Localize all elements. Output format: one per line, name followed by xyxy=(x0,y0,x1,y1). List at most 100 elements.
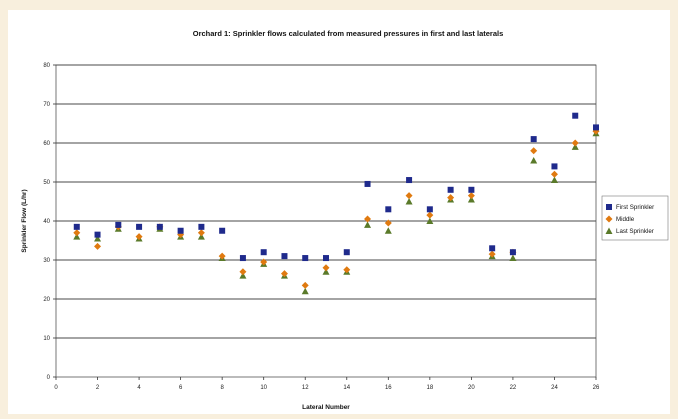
legend-label: First Sprinkler xyxy=(616,204,654,211)
y-axis-label: Sprinkler Flow (L/hr) xyxy=(21,189,28,252)
last-sprinkler-point xyxy=(322,268,330,275)
x-tick-label: 10 xyxy=(260,385,267,391)
y-tick-label: 70 xyxy=(43,102,50,108)
y-tick-label: 10 xyxy=(43,336,50,342)
middle-point xyxy=(260,258,268,266)
middle-point xyxy=(405,192,413,200)
first-sprinkler-point xyxy=(136,223,143,230)
middle-point xyxy=(239,268,247,276)
first-sprinkler-point xyxy=(426,206,433,213)
last-sprinkler-point xyxy=(197,233,205,240)
first-sprinkler-point xyxy=(156,223,163,230)
middle-point xyxy=(384,219,392,227)
first-sprinkler-point xyxy=(239,255,246,262)
chart: Orchard 1: Sprinkler flows calculated fr… xyxy=(21,29,669,411)
middle-point xyxy=(530,147,538,155)
middle-point xyxy=(426,211,434,219)
x-tick-label: 24 xyxy=(551,385,558,391)
y-tick-label: 80 xyxy=(43,63,50,69)
last-sprinkler-point xyxy=(550,176,558,184)
x-tick-label: 2 xyxy=(96,385,100,391)
last-sprinkler-point xyxy=(301,287,309,295)
first-sprinkler-point xyxy=(219,227,226,234)
x-tick-label: 16 xyxy=(385,385,392,391)
gridlines xyxy=(56,64,596,339)
first-sprinkler-point xyxy=(489,245,496,252)
middle-point xyxy=(467,192,475,200)
first-sprinkler-point xyxy=(94,231,101,238)
x-axis-label: Lateral Number xyxy=(302,404,350,411)
middle-point xyxy=(197,229,205,237)
y-axis-ticks: 0 10 20 30 40 50 60 70 80 xyxy=(43,63,56,381)
first-sprinkler-point xyxy=(198,223,205,230)
y-tick-label: 60 xyxy=(43,141,50,147)
legend-marker xyxy=(605,215,613,223)
legend-box xyxy=(601,195,669,241)
first-sprinkler-point xyxy=(468,186,475,193)
first-sprinkler-point xyxy=(364,180,371,187)
legend-label: Middle xyxy=(616,216,635,223)
x-tick-label: 22 xyxy=(510,385,517,391)
middle-point xyxy=(280,270,288,278)
last-sprinkler-point xyxy=(509,254,517,262)
x-axis-ticks: 0 2 4 6 8 10 12 14 16 18 20 22 24 26 xyxy=(54,377,600,391)
first-sprinkler-point xyxy=(447,186,454,193)
last-sprinkler-point xyxy=(94,235,102,242)
first-sprinkler-point xyxy=(343,249,350,256)
middle-point xyxy=(364,215,372,223)
y-tick-label: 30 xyxy=(43,258,50,264)
last-sprinkler-point xyxy=(571,143,579,150)
y-tick-label: 20 xyxy=(43,297,50,303)
first-sprinkler-point xyxy=(260,249,267,256)
x-tick-label: 20 xyxy=(468,385,475,391)
middle-point xyxy=(571,139,579,147)
first-sprinkler-point xyxy=(551,163,558,170)
middle-point xyxy=(488,250,496,258)
middle-point xyxy=(322,264,330,272)
middle-point xyxy=(218,252,226,260)
first-sprinkler-point xyxy=(302,255,309,262)
x-tick-label: 4 xyxy=(137,385,141,391)
first-sprinkler-point xyxy=(323,255,329,262)
x-tick-label: 14 xyxy=(343,385,350,391)
middle-point xyxy=(73,229,81,237)
middle-point xyxy=(94,242,102,250)
first-sprinkler-point xyxy=(73,223,80,230)
x-tick-label: 8 xyxy=(220,385,224,391)
chart-title: Orchard 1: Sprinkler flows calculated fr… xyxy=(193,29,504,38)
x-tick-label: 0 xyxy=(54,385,58,391)
x-tick-label: 26 xyxy=(593,385,600,391)
middle-point xyxy=(343,266,351,274)
first-sprinkler-point xyxy=(406,177,413,184)
first-sprinkler-point xyxy=(572,112,579,119)
middle-point xyxy=(447,194,455,202)
first-sprinkler-point xyxy=(281,253,288,260)
legend-items: First Sprinkler Middle Last Sprinkler xyxy=(605,204,654,235)
x-tick-label: 6 xyxy=(179,385,183,391)
first-sprinkler-point xyxy=(385,206,392,213)
last-sprinkler-point xyxy=(73,233,81,240)
x-tick-label: 12 xyxy=(302,385,309,391)
last-sprinkler-point xyxy=(364,221,372,228)
data-points xyxy=(73,112,600,295)
chart-frame: Orchard 1: Sprinkler flows calculated fr… xyxy=(8,10,670,414)
first-sprinkler-point xyxy=(530,136,537,143)
middle-point xyxy=(550,170,558,178)
last-sprinkler-point xyxy=(467,196,475,203)
y-tick-label: 50 xyxy=(43,180,50,186)
middle-point xyxy=(301,281,309,289)
y-tick-label: 0 xyxy=(47,375,51,381)
legend-marker xyxy=(605,227,613,234)
middle-point xyxy=(135,233,143,241)
last-sprinkler-point xyxy=(530,157,538,164)
first-sprinkler-point xyxy=(177,227,184,234)
legend-label: Last Sprinkler xyxy=(616,228,654,235)
legend: First Sprinkler Middle Last Sprinkler xyxy=(601,195,669,241)
first-sprinkler-point xyxy=(115,221,122,228)
first-sprinkler-point xyxy=(593,124,599,131)
first-sprinkler-point xyxy=(509,249,516,256)
last-sprinkler-point xyxy=(426,217,434,224)
last-sprinkler-point xyxy=(405,198,413,205)
last-sprinkler-point xyxy=(239,272,247,279)
x-tick-label: 18 xyxy=(427,385,434,391)
